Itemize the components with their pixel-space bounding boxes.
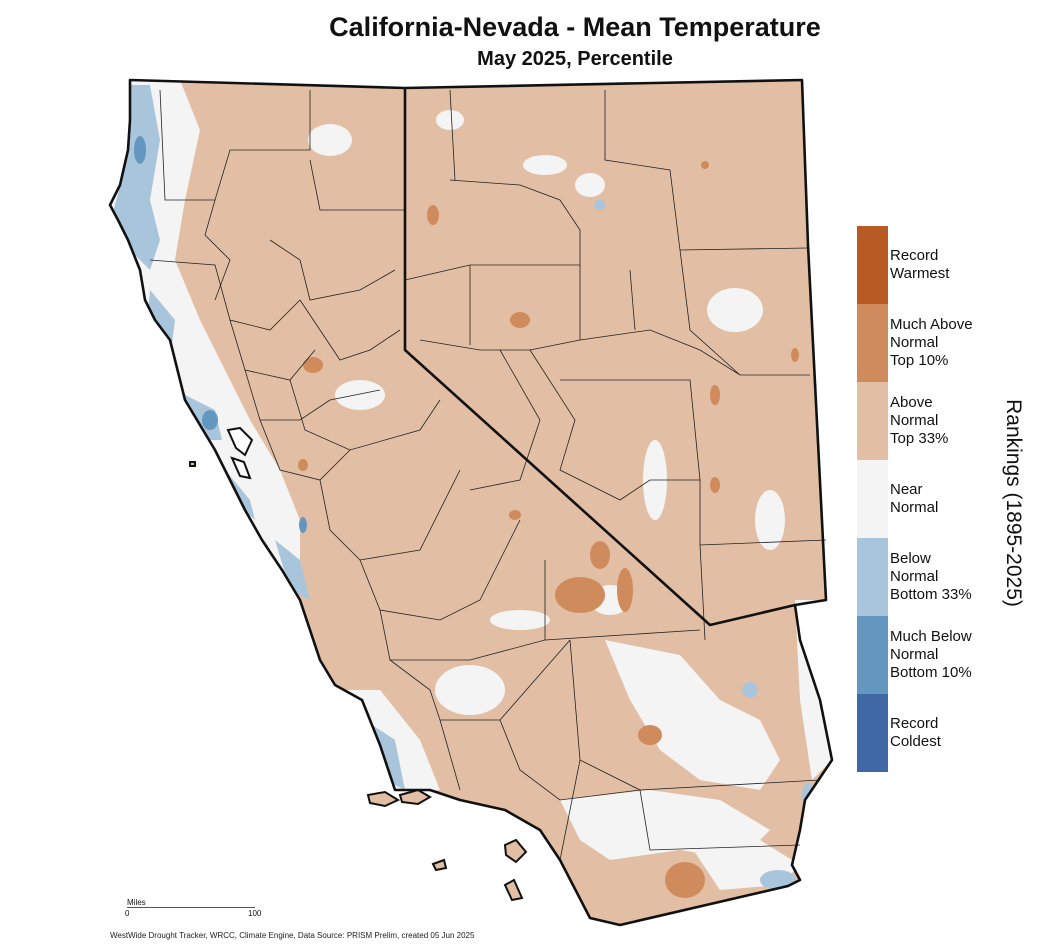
above-normal-fill xyxy=(110,80,832,925)
scale-end: 100 xyxy=(248,909,262,918)
legend-label: Much Below Normal Bottom 10% xyxy=(890,628,972,681)
map-subtitle: May 2025, Percentile xyxy=(477,48,673,70)
legend-swatch xyxy=(857,304,888,382)
legend-item: Record Warmest xyxy=(857,226,1007,304)
legend-swatch xyxy=(857,460,888,538)
legend-swatch xyxy=(857,616,888,694)
legend-swatch xyxy=(857,694,888,772)
legend-title: Rankings (1895-2025) xyxy=(1002,399,1025,607)
channel-islands xyxy=(189,461,528,902)
map-title: California-Nevada - Mean Temperature xyxy=(329,12,821,42)
legend-label: Record Coldest xyxy=(890,715,941,750)
legend-item: Near Normal xyxy=(857,460,1007,538)
scale-unit: Miles xyxy=(127,898,146,907)
legend-label: Record Warmest xyxy=(890,247,950,282)
scale-line xyxy=(127,907,255,908)
legend-label: Near Normal xyxy=(890,481,939,516)
credit-line: WestWide Drought Tracker, WRCC, Climate … xyxy=(110,931,475,940)
bay-outlines xyxy=(226,426,254,480)
legend-swatch xyxy=(857,382,888,460)
legend-swatch xyxy=(857,538,888,616)
legend-label: Above Normal Top 33% xyxy=(890,394,949,447)
county-boundaries xyxy=(149,89,827,861)
percentile-fill-layer xyxy=(110,80,832,925)
legend: Record Warmest Much Above Normal Top 10% A… xyxy=(857,226,1007,772)
legend-label: Much Above Normal Top 10% xyxy=(890,316,973,369)
state-boundaries xyxy=(108,78,834,927)
legend-item: Much Below Normal Bottom 10% xyxy=(857,616,1007,694)
legend-item: Record Coldest xyxy=(857,694,1007,772)
legend-swatch xyxy=(857,226,888,304)
legend-item: Much Above Normal Top 10% xyxy=(857,304,1007,382)
legend-item: Below Normal Bottom 33% xyxy=(857,538,1007,616)
scale-start: 0 xyxy=(125,909,130,918)
near-normal-areas xyxy=(110,80,832,890)
much-above-normal-areas xyxy=(298,161,799,898)
legend-item: Above Normal Top 33% xyxy=(857,382,1007,460)
legend-label: Below Normal Bottom 33% xyxy=(890,550,972,603)
scale-bar: Miles 0 100 xyxy=(122,896,262,920)
